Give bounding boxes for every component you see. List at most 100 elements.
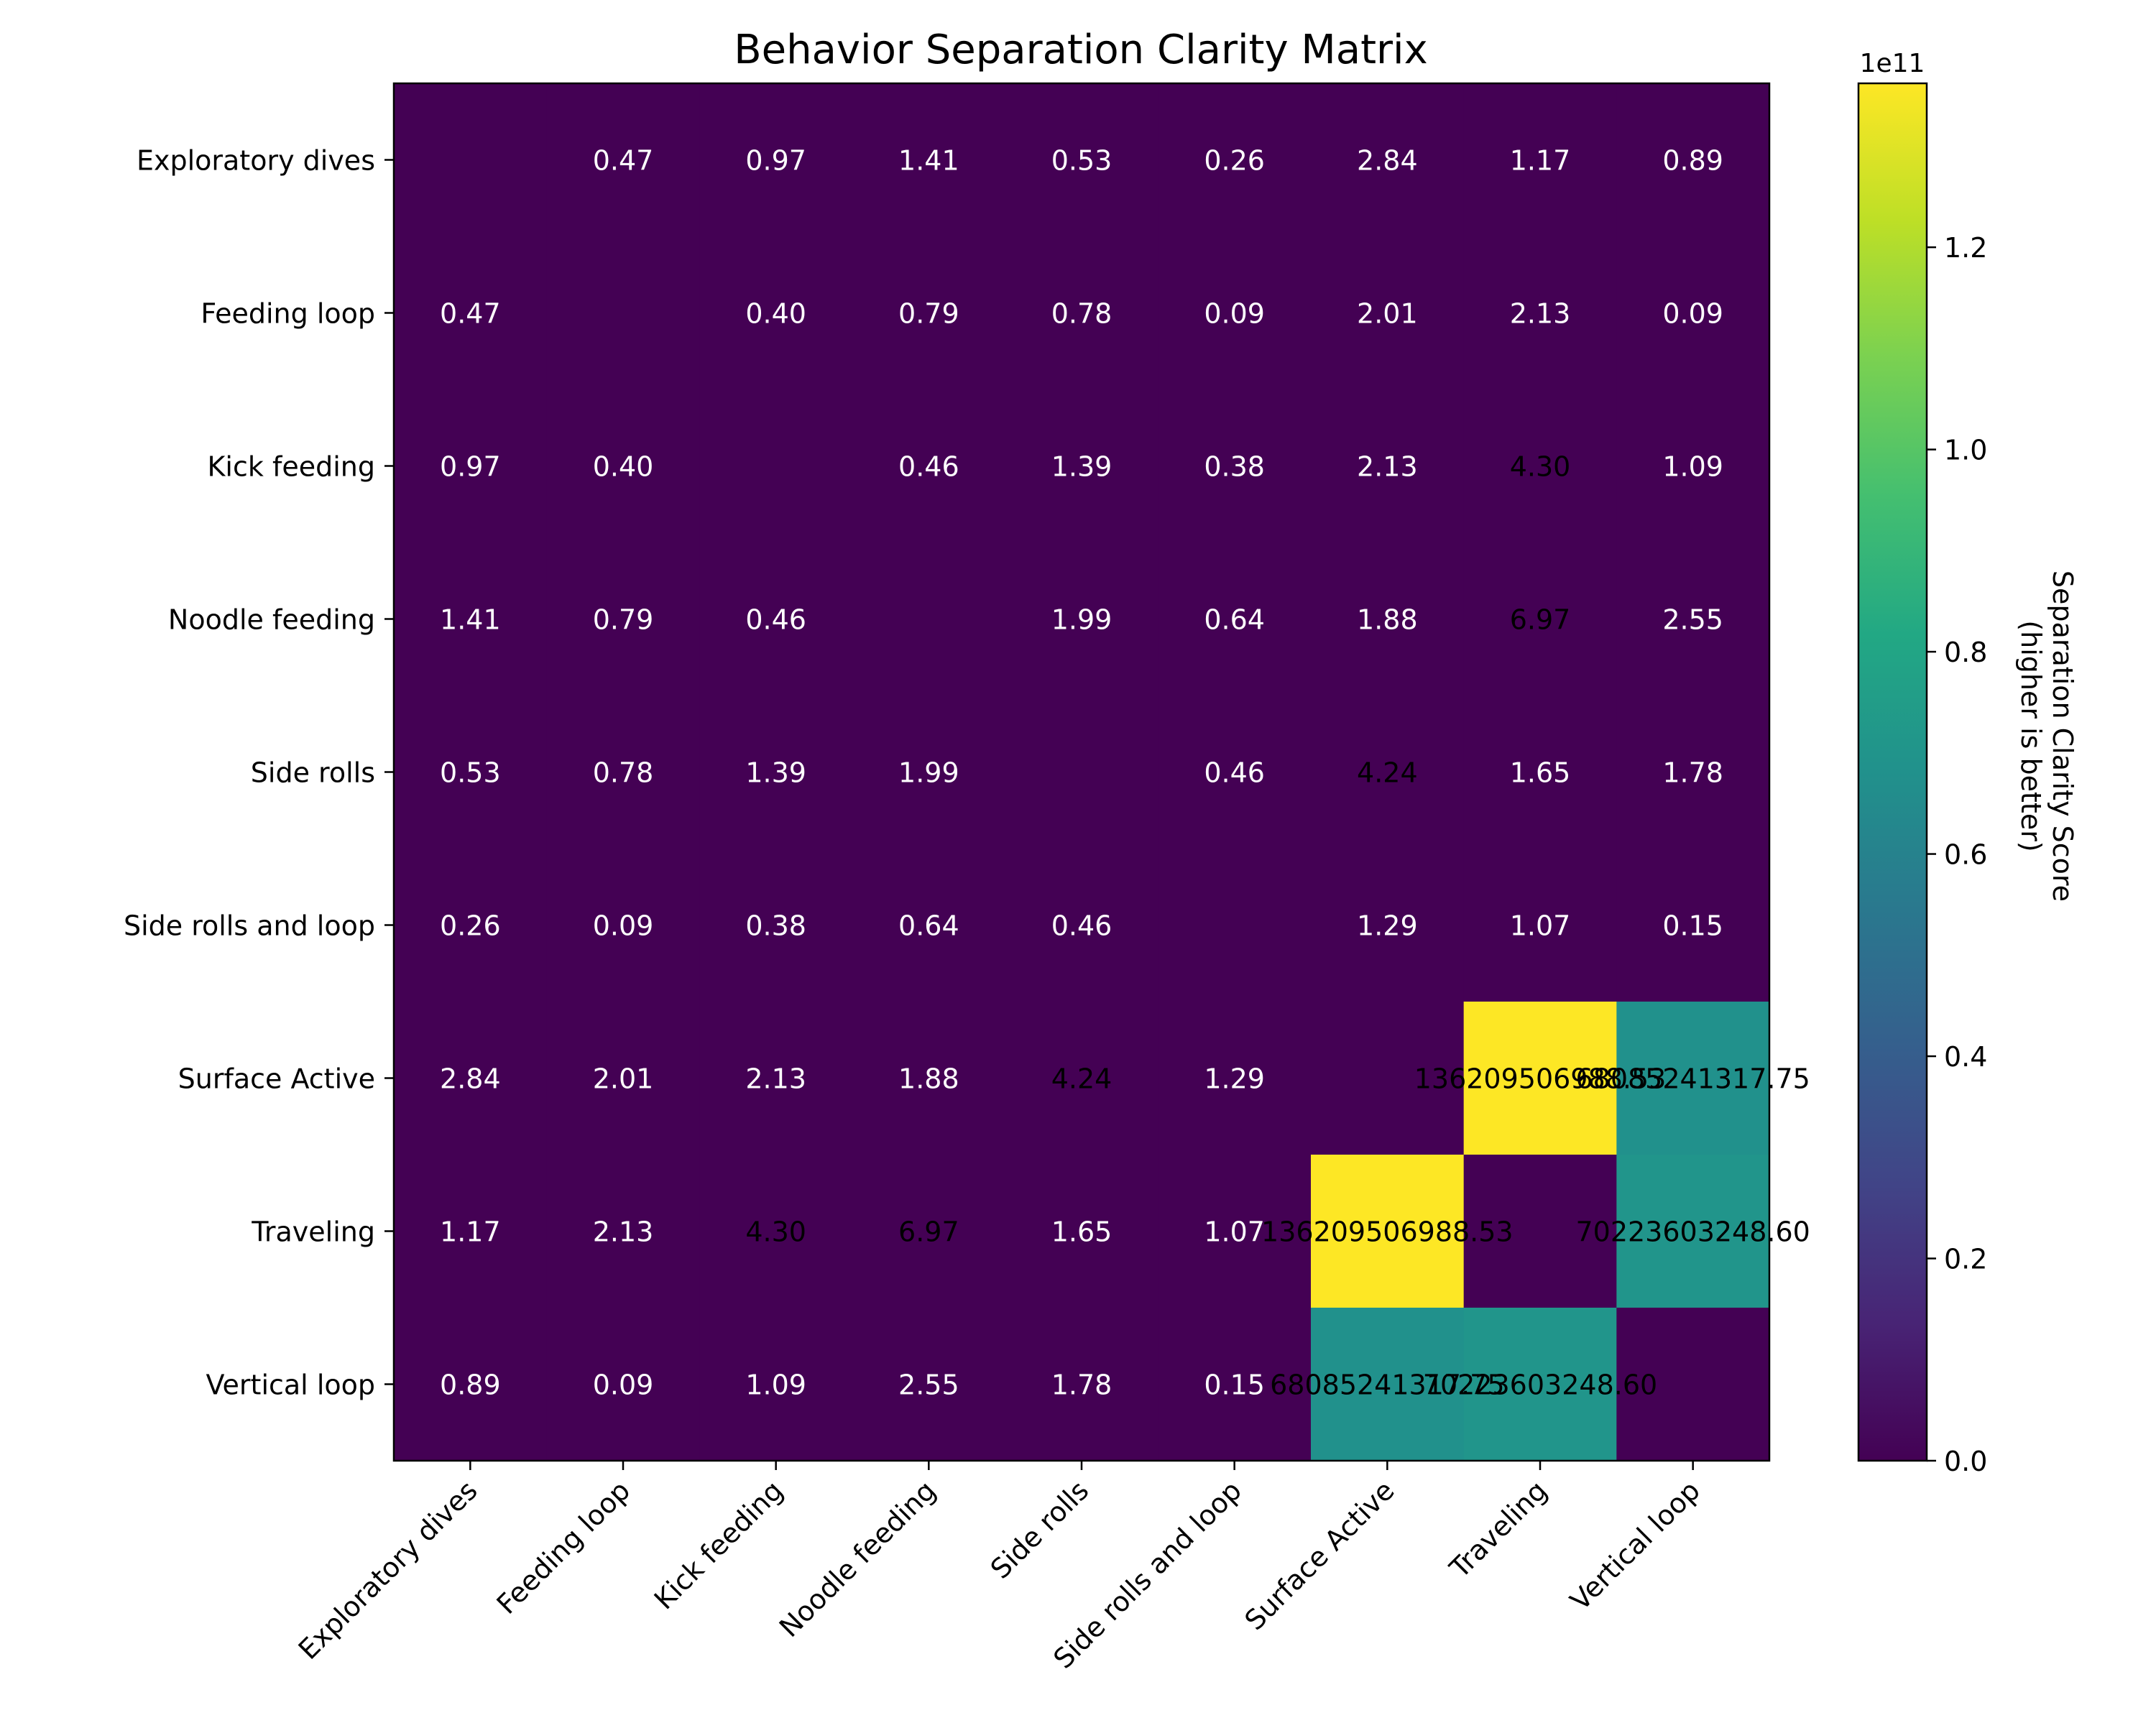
cell-value-label: 0.09: [1204, 298, 1265, 330]
cell-value-label: 0.97: [440, 451, 501, 483]
cell-value-label: 0.38: [1204, 451, 1265, 483]
heatmap-cell: [1463, 1002, 1618, 1155]
cell-value-label: 1.07: [1510, 910, 1571, 942]
heatmap-cell: [394, 389, 548, 543]
cell-value-label: 0.79: [898, 298, 959, 330]
heatmap-cell: [699, 1308, 853, 1461]
cell-value-label: 0.53: [1051, 145, 1112, 177]
colorbar-ticks: 0.0 0.2 0.4 0.6 0.8 1.0 1.2: [1927, 232, 1987, 1477]
cell-value-label: 0.15: [1662, 910, 1723, 942]
heatmap-cell: [699, 1155, 853, 1308]
cell-value-label: 1.88: [898, 1063, 959, 1095]
cell-value-label: 1.41: [440, 604, 501, 636]
heatmap-cell: [1311, 236, 1465, 390]
cell-value-label: 0.40: [745, 298, 806, 330]
cell-value-label: 2.13: [1357, 451, 1418, 483]
cell-value-label: 0.89: [1662, 145, 1723, 177]
cell-value-label: 1.65: [1051, 1216, 1112, 1248]
heatmap-cell: [546, 542, 701, 696]
heatmap-cell: [852, 696, 1006, 849]
heatmap-cell: [546, 83, 701, 237]
cell-value-label: 6.97: [898, 1216, 959, 1248]
heatmap-cell: [1311, 542, 1465, 696]
cell-value-label: 2.55: [898, 1369, 959, 1401]
heatmap-cell: [1158, 1308, 1312, 1461]
heatmap-cell: [394, 542, 548, 696]
heatmap-cell: [699, 849, 853, 1002]
cell-value-label: 68085241317.75: [1575, 1063, 1810, 1095]
cell-value-label: 0.26: [1204, 145, 1265, 177]
colorbar-tick-label: 1.2: [1944, 232, 1987, 264]
cell-value-label: 0.89: [440, 1369, 501, 1401]
heatmap-cell: [394, 236, 548, 390]
cell-value-label: 1.29: [1357, 910, 1418, 942]
heatmap-cell: [546, 389, 701, 543]
heatmap-cell: [1005, 542, 1159, 696]
cell-value-label: 4.24: [1357, 757, 1418, 789]
heatmap-cell: [546, 1002, 701, 1155]
cell-value-label: 1.17: [440, 1216, 501, 1248]
cell-value-label: 1.78: [1662, 757, 1723, 789]
cell-value-label: 1.09: [1662, 451, 1723, 483]
cell-value-label: 0.64: [1204, 604, 1265, 636]
heatmap-cell: [1463, 1155, 1618, 1308]
heatmap-cell: [1158, 1155, 1312, 1308]
cell-value-label: 68085241317.75: [1270, 1369, 1504, 1401]
cell-value-label: 1.09: [745, 1369, 806, 1401]
heatmap-cell: [1311, 1308, 1465, 1461]
heatmap-cell: [1463, 542, 1618, 696]
colorbar-tick-label: 0.6: [1944, 839, 1987, 871]
cell-value-label: 0.09: [593, 910, 654, 942]
y-tick-label: Traveling: [251, 1216, 375, 1248]
heatmap-cell: [546, 1155, 701, 1308]
y-tick-label: Side rolls and loop: [124, 910, 375, 942]
cell-value-label: 1.99: [1051, 604, 1112, 636]
heatmap-cell: [394, 1155, 548, 1308]
cell-value-label: 4.30: [1510, 451, 1571, 483]
heatmap-cell: [1616, 1002, 1770, 1155]
heatmap-cells: [394, 83, 1770, 1461]
cell-value-label: 2.13: [1510, 298, 1571, 330]
heatmap-cell: [699, 542, 853, 696]
cell-value-label: 0.78: [593, 757, 654, 789]
heatmap-cell: [394, 1308, 548, 1461]
cell-value-label: 0.46: [898, 451, 959, 483]
heatmap-cell: [852, 1308, 1006, 1461]
cell-value-label: 0.47: [440, 298, 501, 330]
cell-value-label: 0.46: [1051, 910, 1112, 942]
colorbar-label: Separation Clarity Score(higher is bette…: [2015, 570, 2078, 902]
cell-value-label: 1.39: [745, 757, 806, 789]
cell-value-label: 1.41: [898, 145, 959, 177]
heatmap-cell: [546, 696, 701, 849]
cell-value-label: 6.97: [1510, 604, 1571, 636]
cell-value-label: 0.53: [440, 757, 501, 789]
heatmap-cell: [1005, 389, 1159, 543]
heatmap-cell: [1158, 1002, 1312, 1155]
y-tick-label: Side rolls: [251, 757, 375, 789]
colorbar: [1857, 82, 1928, 1462]
heatmap-cell: [852, 1002, 1006, 1155]
cell-value-label: 0.09: [593, 1369, 654, 1401]
heatmap-cell: [1311, 83, 1465, 237]
heatmap-cell: [1616, 83, 1770, 237]
heatmap-cell: [1311, 1155, 1465, 1308]
heatmap-cell: [1311, 389, 1465, 543]
y-tick-label: Kick feeding: [208, 451, 375, 483]
heatmap-cell: [1005, 83, 1159, 237]
heatmap-cell: [852, 389, 1006, 543]
cell-annotations: 0.47 0.97 1.41 0.53 0.26 2.84 1.17 0.89 0.47 0.40…: [440, 145, 1810, 1401]
colorbar-exponent: 1e11: [1860, 49, 1925, 78]
cell-value-label: 70223603248.60: [1423, 1369, 1657, 1401]
cell-value-label: 4.30: [745, 1216, 806, 1248]
heatmap-cell: [1616, 1155, 1770, 1308]
heatmap-cell: [1616, 389, 1770, 543]
cell-value-label: 2.01: [1357, 298, 1418, 330]
cell-value-label: 1.39: [1051, 451, 1112, 483]
cell-value-label: 0.46: [745, 604, 806, 636]
cell-value-label: 4.24: [1051, 1063, 1112, 1095]
cell-value-label: 1.88: [1357, 604, 1418, 636]
heatmap-cell: [394, 1002, 548, 1155]
heatmap-cell: [1005, 849, 1159, 1002]
cell-value-label: 136209506988.53: [1414, 1063, 1667, 1095]
heatmap-cell: [852, 83, 1006, 237]
